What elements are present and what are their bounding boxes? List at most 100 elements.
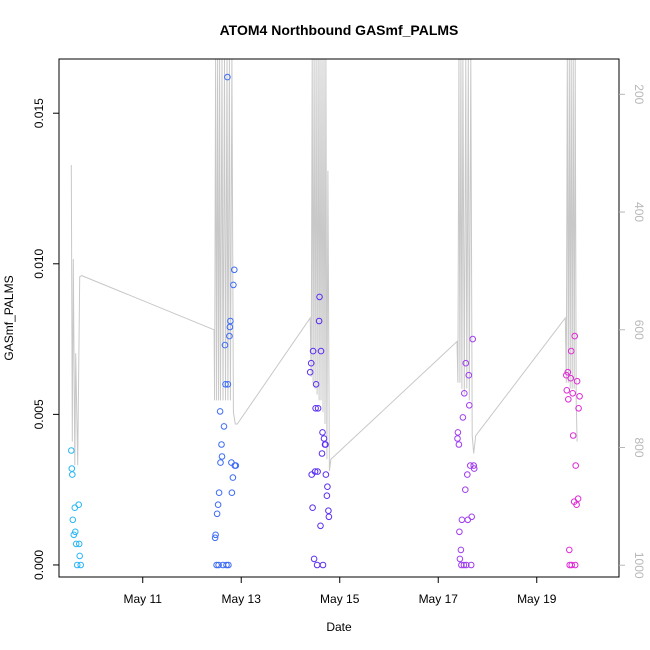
data-point	[464, 471, 471, 478]
data-point	[216, 408, 224, 415]
data-point	[457, 546, 465, 554]
data-point	[564, 368, 572, 376]
data-point	[311, 468, 319, 475]
data-point	[230, 281, 237, 289]
data-point	[313, 561, 321, 569]
data-point	[227, 317, 234, 325]
data-point	[456, 555, 464, 563]
data-point	[569, 390, 577, 397]
data-point	[454, 435, 461, 442]
data-point	[574, 495, 582, 503]
y-tick-label: 0.015	[32, 98, 46, 128]
data-point	[314, 405, 322, 412]
data-point	[312, 405, 319, 412]
data-point	[571, 332, 579, 340]
data-point	[572, 462, 580, 469]
data-point	[226, 332, 233, 340]
data-point	[68, 465, 76, 472]
data-point	[459, 414, 467, 421]
x-tick-label: May 13	[222, 592, 262, 606]
data-point	[323, 492, 331, 500]
data-point	[462, 359, 470, 367]
data-point	[576, 393, 583, 400]
y-axis-title: GASmf_PALMS	[2, 275, 16, 360]
data-point	[218, 453, 226, 460]
data-point	[228, 489, 236, 497]
right-axis: 200 400 600 800 1000	[619, 84, 646, 579]
y2-tick-label: 800	[632, 437, 646, 457]
x-tick-label: May 19	[517, 592, 557, 606]
data-point	[310, 555, 318, 563]
data-point	[325, 507, 332, 515]
data-point	[568, 561, 576, 569]
data-point	[215, 561, 222, 569]
data-point	[220, 423, 228, 430]
data-point	[464, 516, 472, 524]
y2-tick-label: 600	[632, 320, 646, 340]
data-point	[73, 561, 81, 569]
data-point	[573, 377, 581, 385]
data-point	[322, 441, 329, 448]
data-point	[229, 474, 237, 481]
data-point	[322, 471, 330, 478]
data-points-layer	[68, 73, 583, 569]
data-point	[466, 402, 473, 409]
data-point	[319, 429, 326, 436]
data-point	[318, 450, 326, 457]
data-point	[317, 347, 325, 355]
pressure-line-layer	[70, 58, 578, 472]
data-point	[232, 462, 240, 469]
data-point	[314, 468, 321, 475]
data-point	[71, 504, 79, 512]
data-point	[567, 347, 575, 355]
data-point	[211, 534, 219, 542]
data-point	[224, 73, 231, 81]
data-point	[75, 540, 83, 548]
data-point	[218, 441, 225, 448]
y2-tick-label: 200	[632, 84, 646, 104]
plot-frame	[58, 58, 620, 578]
data-point	[567, 374, 575, 382]
x-tick-label: May 17	[419, 592, 459, 606]
data-point	[569, 432, 577, 439]
data-point	[312, 381, 320, 388]
data-point	[469, 335, 477, 343]
data-point	[463, 561, 470, 569]
data-point	[316, 293, 323, 301]
data-point	[462, 486, 469, 494]
data-point	[565, 396, 572, 403]
chart-title: ATOM4 Northbound GASmf_PALMS	[220, 22, 459, 38]
y-tick-label: 0.005	[32, 399, 46, 429]
data-point	[223, 561, 230, 569]
data-point	[309, 504, 316, 512]
data-point	[324, 483, 331, 491]
data-point	[309, 347, 317, 355]
data-point	[308, 471, 316, 478]
data-point	[215, 489, 223, 497]
data-point	[571, 561, 579, 569]
data-point	[72, 540, 80, 548]
data-point	[573, 501, 580, 509]
data-point	[458, 516, 466, 524]
data-point	[467, 561, 475, 569]
data-point	[217, 459, 224, 466]
data-point	[456, 528, 463, 536]
data-point	[320, 435, 328, 442]
data-point	[454, 429, 462, 436]
data-point	[307, 359, 315, 367]
data-point	[465, 371, 473, 379]
data-point	[221, 341, 229, 349]
data-point	[315, 317, 323, 325]
data-point	[306, 368, 314, 376]
data-point	[470, 465, 478, 472]
data-point	[72, 528, 79, 536]
data-point	[76, 552, 83, 560]
y-tick-label: 0.010	[32, 248, 46, 278]
data-point	[455, 441, 463, 448]
data-point	[222, 381, 229, 388]
data-point	[77, 561, 84, 569]
y2-tick-label: 400	[632, 202, 646, 222]
data-point	[468, 513, 476, 521]
data-point	[213, 510, 221, 518]
